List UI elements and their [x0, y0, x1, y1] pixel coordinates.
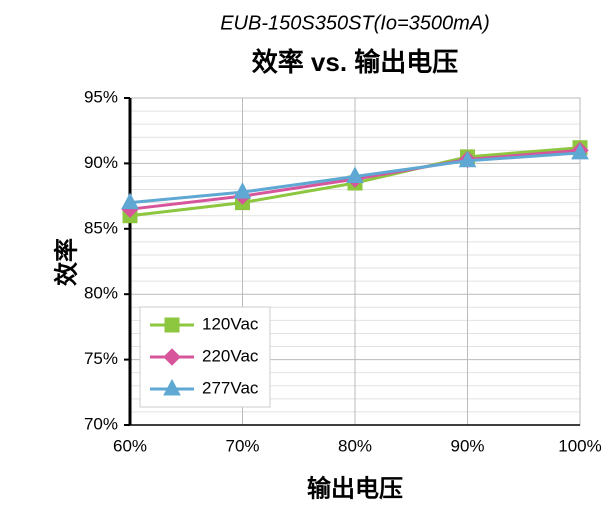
y-tick-label: 75%	[84, 349, 118, 368]
chart-title: 效率 vs. 输出电压	[252, 47, 459, 77]
x-axis-label: 输出电压	[307, 474, 403, 502]
legend-label: 277Vac	[202, 378, 259, 397]
x-tick-label: 90%	[450, 436, 484, 455]
marker	[163, 348, 181, 366]
x-tick-label: 70%	[225, 436, 259, 455]
marker	[571, 142, 589, 160]
y-axis-label: 效率	[52, 238, 80, 286]
chart-subtitle: EUB-150S350ST(Io=3500mA)	[220, 12, 490, 34]
x-tick-label: 100%	[558, 436, 601, 455]
legend-label: 120Vac	[202, 314, 259, 333]
marker	[163, 378, 181, 396]
legend-label: 220Vac	[202, 346, 259, 365]
marker	[458, 150, 477, 168]
x-tick-label: 80%	[338, 436, 372, 455]
y-tick-label: 90%	[84, 153, 118, 172]
y-tick-label: 95%	[84, 87, 118, 106]
marker	[121, 192, 139, 210]
marker	[233, 182, 252, 199]
y-tick-label: 85%	[84, 218, 118, 237]
x-tick-label: 60%	[113, 436, 147, 455]
y-tick-label: 70%	[84, 414, 118, 433]
marker	[346, 166, 364, 183]
y-tick-label: 80%	[84, 284, 118, 303]
marker	[164, 317, 180, 333]
